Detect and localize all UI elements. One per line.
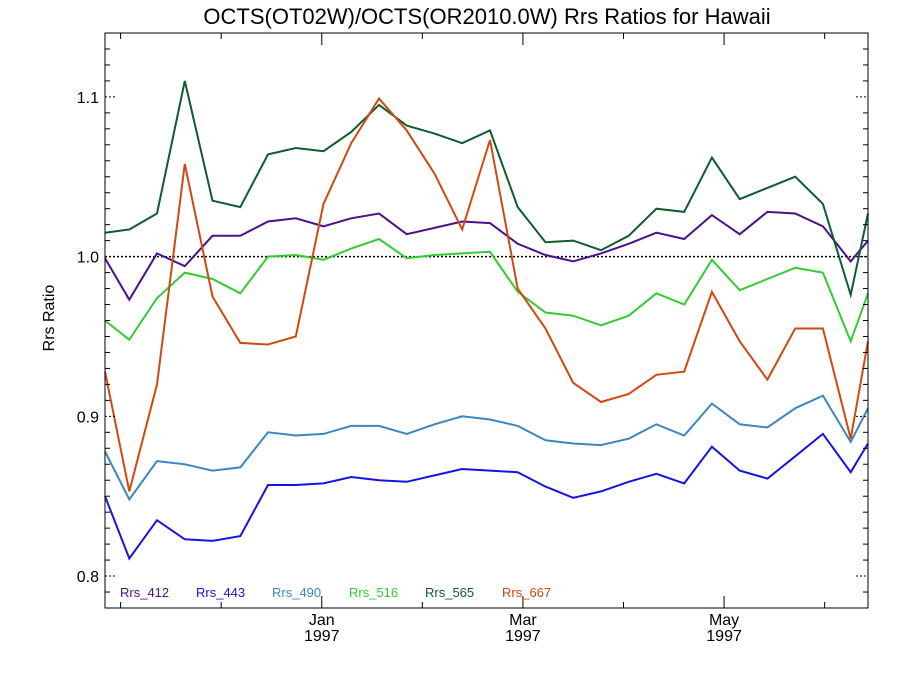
legend-item-rrs-667: Rrs_667 (502, 585, 551, 600)
legend-item-rrs-412: Rrs_412 (120, 585, 169, 600)
series-line-rrs-667 (104, 96, 869, 492)
series-line-rrs-412 (104, 210, 869, 302)
y-tick-label: 1.0 (77, 250, 99, 267)
series-line-rrs-443 (104, 432, 869, 561)
series-layer (104, 80, 869, 561)
x-tick-label-month: Jan (309, 612, 335, 629)
y-tick-label: 0.8 (77, 569, 99, 586)
legend-item-rrs-565: Rrs_565 (425, 585, 474, 600)
series-line-rrs-490 (104, 394, 869, 502)
x-tick-label-month: May (709, 612, 739, 629)
legend: Rrs_412 Rrs_443 Rrs_490 Rrs_516 Rrs_565 Rrs_6… (120, 585, 551, 600)
x-tick-label-month: Mar (509, 612, 537, 629)
legend-item-rrs-490: Rrs_490 (272, 585, 321, 600)
x-tick-label-year: 1997 (505, 628, 541, 645)
y-tick-label: 0.9 (77, 409, 99, 426)
y-tick-label: 1.1 (77, 90, 99, 107)
plot-frame (104, 32, 869, 609)
legend-item-rrs-516: Rrs_516 (349, 585, 398, 600)
series-line-rrs-516 (104, 237, 869, 345)
y-axis-label: Rrs Ratio (41, 285, 58, 352)
chart-title: OCTS(OT02W)/OCTS(OR2010.0W) Rrs Ratios f… (203, 4, 770, 29)
series-line-rrs-565 (104, 80, 869, 299)
x-tick-label-year: 1997 (304, 628, 340, 645)
x-tick-label-year: 1997 (706, 628, 742, 645)
legend-item-rrs-443: Rrs_443 (196, 585, 245, 600)
